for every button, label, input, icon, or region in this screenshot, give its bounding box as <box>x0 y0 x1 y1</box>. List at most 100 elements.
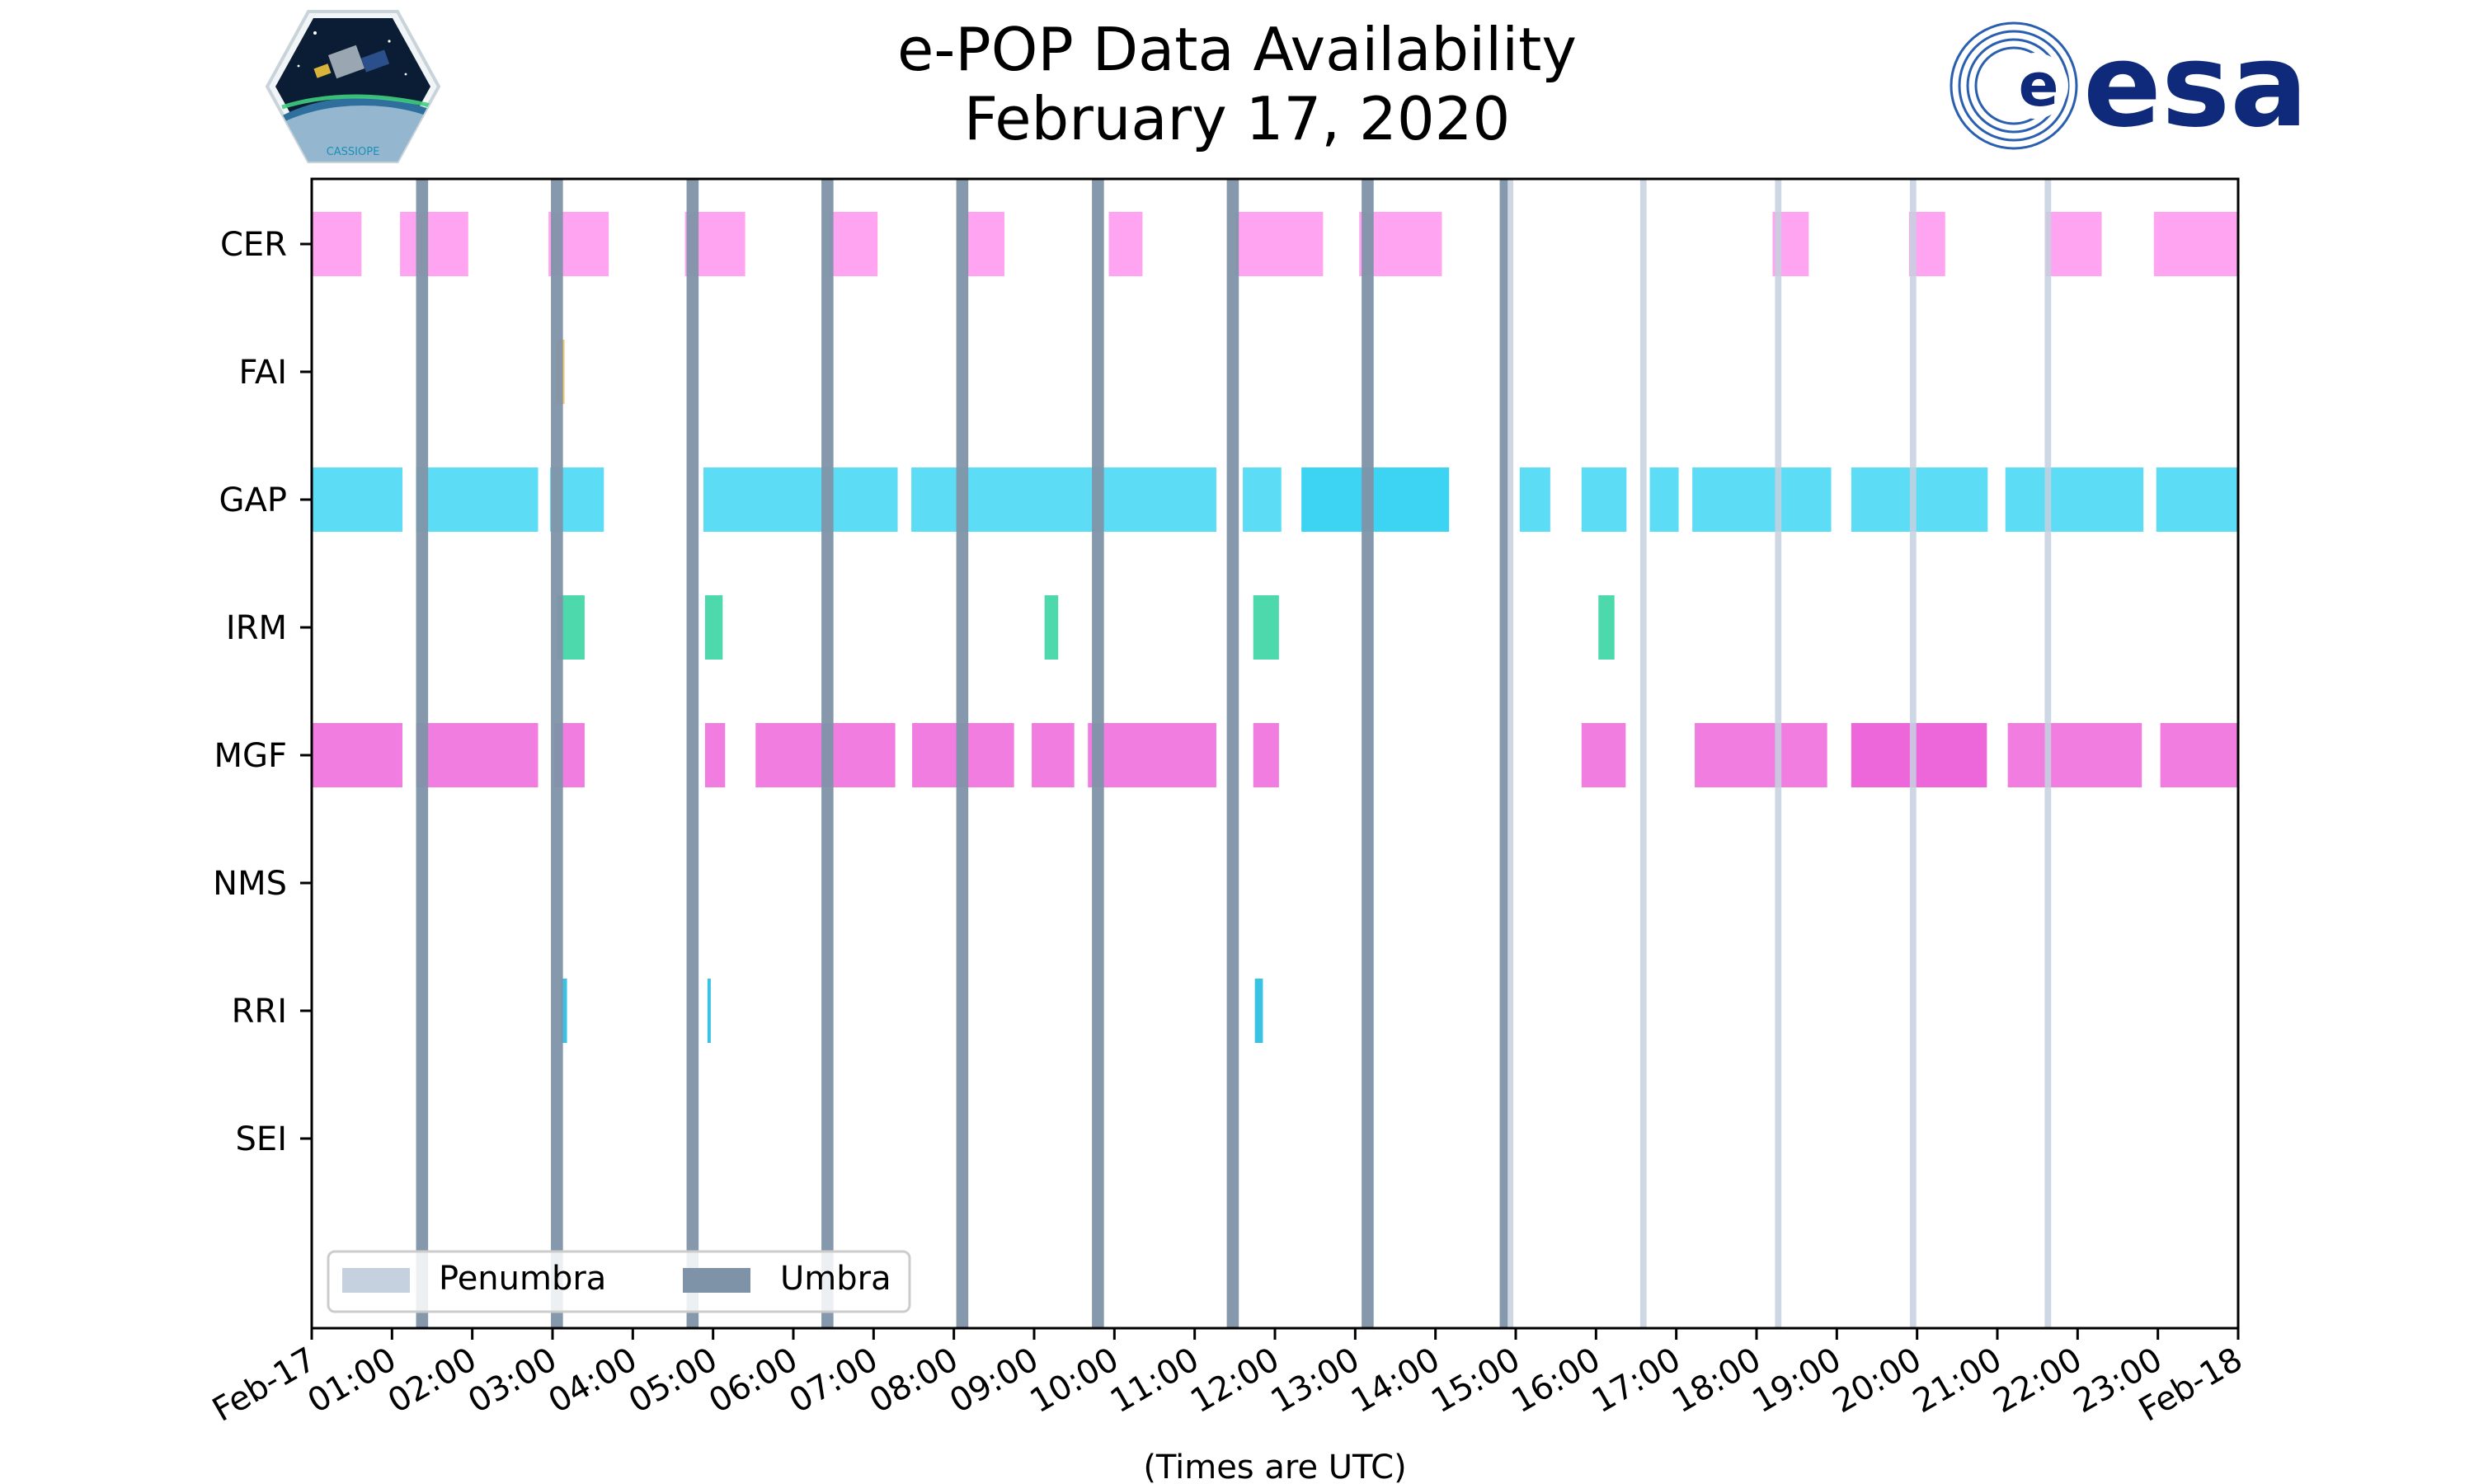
bar-gap-3 <box>703 467 898 532</box>
umbra-band-5 <box>1092 179 1104 1328</box>
x-tick-label-17: 17:00 <box>1586 1341 1687 1421</box>
bar-cer-12 <box>2153 212 2238 276</box>
umbra-band-8 <box>1499 179 1508 1328</box>
x-tick-label-20: 20:00 <box>1827 1341 1928 1421</box>
x-tick-label-14: 14:00 <box>1345 1341 1446 1421</box>
y-tick-label-mgf: MGF <box>214 737 287 775</box>
penumbra-band-0 <box>1507 179 1514 1328</box>
penumbra-band-2 <box>1775 179 1782 1328</box>
bar-gap-10 <box>1692 467 1832 532</box>
umbra-band-6 <box>1226 179 1239 1328</box>
bar-gap-12 <box>2005 467 2144 532</box>
chart-title: e-POP Data Availability February 17, 202… <box>0 15 2474 153</box>
bar-gap-9 <box>1649 467 1679 532</box>
bar-cer-7 <box>1235 212 1324 276</box>
umbra-band-1 <box>551 179 563 1328</box>
x-tick-label-10: 10:00 <box>1023 1341 1125 1421</box>
umbra-band-7 <box>1362 179 1374 1328</box>
bar-mgf-10 <box>1695 723 1827 787</box>
x-tick-label-18: 18:00 <box>1666 1341 1767 1421</box>
bar-irm-4 <box>1598 595 1615 660</box>
y-tick-label-gap: GAP <box>219 481 287 519</box>
bar-cer-1 <box>400 212 468 276</box>
bar-gap-11 <box>1851 467 1988 532</box>
bar-mgf-1 <box>416 723 539 787</box>
bar-cer-0 <box>312 212 362 276</box>
bar-cer-4 <box>829 212 878 276</box>
svg-text:e: e <box>2019 50 2059 120</box>
x-tick-label-21: 21:00 <box>1907 1341 2008 1421</box>
data-bars-layer <box>312 212 2238 1043</box>
bar-mgf-3 <box>704 723 726 787</box>
bar-rri-1 <box>707 979 711 1043</box>
x-tick-label-22: 22:00 <box>1987 1341 2088 1421</box>
bar-gap-7 <box>1519 467 1550 532</box>
penumbra-band-3 <box>1909 179 1917 1328</box>
chart-title-line2: February 17, 2020 <box>963 84 1511 153</box>
bar-cer-11 <box>2045 212 2102 276</box>
x-tick-label-3: 03:00 <box>462 1341 563 1421</box>
x-tick-label-19: 19:00 <box>1746 1341 1847 1421</box>
x-tick-label-1: 01:00 <box>301 1341 402 1421</box>
bar-cer-6 <box>1108 212 1143 276</box>
y-tick-label-cer: CER <box>220 226 287 264</box>
umbra-band-3 <box>821 179 834 1328</box>
chart-title-line1: e-POP Data Availability <box>897 15 1577 84</box>
esa-logo-text: esa <box>2083 19 2308 153</box>
x-axis-label: (Times are UTC) <box>1143 1449 1406 1484</box>
x-tick-label-13: 13:00 <box>1264 1341 1366 1421</box>
bar-rri-2 <box>1254 979 1263 1043</box>
x-tick-label-6: 06:00 <box>703 1341 804 1421</box>
bar-gap-8 <box>1581 467 1627 532</box>
bar-mgf-6 <box>1032 723 1075 787</box>
x-tick-label-15: 15:00 <box>1425 1341 1526 1421</box>
bar-gap-0 <box>312 467 402 532</box>
bar-irm-1 <box>704 595 723 660</box>
x-tick-label-11: 11:00 <box>1104 1341 1206 1421</box>
esa-logo: e esa <box>1950 19 2308 153</box>
x-tick-label-12: 12:00 <box>1184 1341 1286 1421</box>
legend-label-penumbra: Penumbra <box>439 1260 606 1298</box>
x-tick-label-9: 09:00 <box>943 1341 1045 1421</box>
x-tick-label-16: 16:00 <box>1505 1341 1606 1421</box>
x-axis: Feb-1701:0002:0003:0004:0005:0006:0007:0… <box>206 1328 2249 1430</box>
x-tick-label-5: 05:00 <box>623 1341 724 1421</box>
umbra-band-4 <box>956 179 969 1328</box>
y-tick-label-fai: FAI <box>239 354 288 392</box>
bar-rri-0 <box>560 979 567 1043</box>
bar-gap-13 <box>2156 467 2238 532</box>
x-tick-label-0: Feb-17 <box>206 1341 322 1430</box>
y-tick-label-irm: IRM <box>226 609 287 647</box>
cassiope-logo-text: CASSIOPE <box>327 146 380 158</box>
penumbra-band-4 <box>2044 179 2052 1328</box>
legend-box <box>327 1250 911 1313</box>
bar-mgf-8 <box>1253 723 1279 787</box>
bar-mgf-12 <box>2007 723 2142 787</box>
x-tick-label-4: 04:00 <box>542 1341 643 1421</box>
legend-label-umbra: Umbra <box>780 1260 891 1298</box>
legend-swatch-umbra <box>683 1268 750 1293</box>
bar-cer-5 <box>966 212 1004 276</box>
bar-mgf-7 <box>1088 723 1216 787</box>
bar-gap-6 <box>1301 467 1450 532</box>
y-axis: CER FAI GAP IRM MGF NMS RRI SEI <box>213 226 312 1158</box>
bar-mgf-13 <box>2160 723 2238 787</box>
umbra-band-2 <box>686 179 699 1328</box>
x-tick-label-2: 02:00 <box>382 1341 483 1421</box>
legend-swatch-penumbra <box>342 1268 410 1293</box>
bar-mgf-9 <box>1581 723 1626 787</box>
umbra-band-0 <box>416 179 429 1328</box>
bar-gap-1 <box>416 467 539 532</box>
cassiope-patch-logo: CASSIOPE <box>266 10 440 163</box>
bar-irm-3 <box>1253 595 1279 660</box>
x-tick-label-7: 07:00 <box>783 1341 884 1421</box>
bar-mgf-0 <box>312 723 402 787</box>
penumbra-band-1 <box>1639 179 1647 1328</box>
eclipse-shading-layer <box>416 179 2052 1328</box>
bar-irm-2 <box>1044 595 1059 660</box>
bar-gap-5 <box>1243 467 1282 532</box>
satellite-icon <box>313 45 390 79</box>
y-tick-label-sei: SEI <box>236 1120 287 1158</box>
legend: Penumbra Umbra <box>327 1250 911 1313</box>
